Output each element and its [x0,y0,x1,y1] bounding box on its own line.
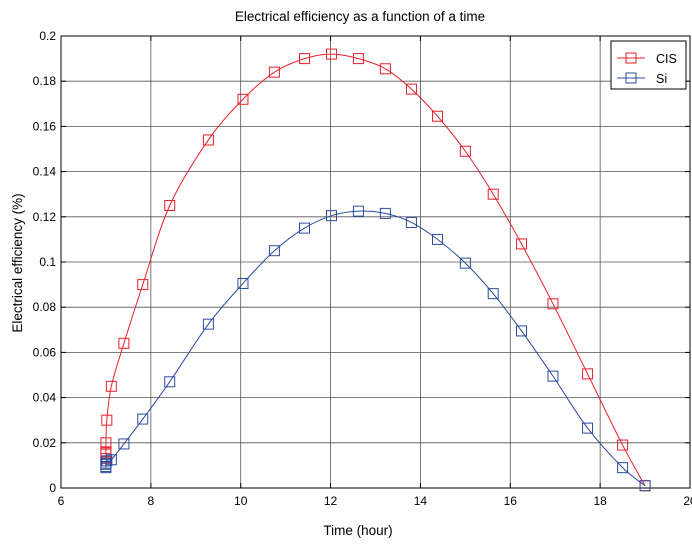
legend-box [610,40,687,90]
data-point-si [237,277,249,289]
data-point-cis [516,238,528,250]
legend: CIS Si [610,40,687,90]
data-point-si [432,233,443,245]
data-point-cis [105,380,117,392]
data-point-si [164,376,176,388]
series-line-si [105,210,646,487]
data-point-si [299,222,311,234]
y-tick-label: 0.14 [33,165,57,179]
data-point-cis [405,83,417,95]
x-tick-label: 16 [504,494,518,508]
legend-marker-cis [625,52,637,64]
y-axis-label: Electrical efficiency (%) [10,193,25,332]
x-tick-label: 12 [324,494,338,508]
y-tick-label: 0.2 [39,29,56,43]
data-point-cis [459,145,471,157]
data-point-cis [202,134,214,146]
y-tick-label: 0.02 [33,436,57,450]
y-tick-label: 0.1 [39,255,56,269]
data-point-si [118,438,130,450]
data-point-si [405,216,417,228]
y-tick-label: 0.18 [33,74,57,88]
series-line-cis [105,53,646,486]
data-point-si [487,288,499,300]
y-tick-label: 0 [49,481,56,495]
y-tick-label: 0.08 [33,300,57,314]
data-point-cis [237,93,249,105]
y-tick-label: 0.04 [33,391,57,405]
legend-label-cis: CIS [656,52,677,66]
data-point-cis [379,63,391,75]
data-point-cis [164,200,176,211]
data-point-si [516,325,528,337]
series-si [100,205,651,492]
x-tick-label: 6 [58,494,65,508]
data-point-cis [268,66,280,78]
x-axis-label: Time (hour) [323,523,392,538]
data-point-si [105,454,117,466]
grid [61,36,690,488]
y-tick-label: 0.06 [33,345,57,359]
x-tick-label: 8 [148,494,155,508]
data-point-cis [137,279,149,291]
axis-ticks: 6 8 10 12 14 16 18 20 0 0.02 0.04 0.06 0.08 0.1 0.12 0.… [33,29,692,508]
data-point-si [582,422,594,434]
x-tick-label: 20 [683,494,692,508]
data-point-si [101,455,113,467]
data-point-cis [582,368,594,380]
series-group [100,48,651,492]
data-point-si [617,462,629,474]
data-point-cis [118,337,130,349]
data-point-si [202,318,214,330]
data-point-si [459,257,471,269]
data-point-cis [299,53,311,65]
series-cis [100,48,651,492]
data-point-si [268,245,280,257]
x-tick-label: 18 [593,494,607,508]
y-tick-label: 0.16 [33,119,57,133]
data-point-cis [432,110,443,122]
data-point-si [639,480,651,492]
data-point-cis [617,439,629,451]
legend-marker-si [625,72,637,84]
legend-label-si: Si [656,72,667,86]
data-point-cis [100,437,112,449]
x-tick-label: 14 [414,494,428,508]
data-point-cis [487,188,499,200]
y-tick-label: 0.12 [33,210,57,224]
data-point-si [547,370,559,382]
chart-title: Electrical efficiency as a function of a… [235,9,485,24]
x-tick-label: 10 [234,494,248,508]
data-point-cis [325,48,337,60]
data-point-cis [352,53,364,65]
data-point-si [325,210,337,222]
data-point-si [352,205,364,217]
data-point-si [379,207,391,219]
data-point-si [137,413,149,425]
data-point-cis [547,298,559,310]
data-point-cis [101,414,113,426]
